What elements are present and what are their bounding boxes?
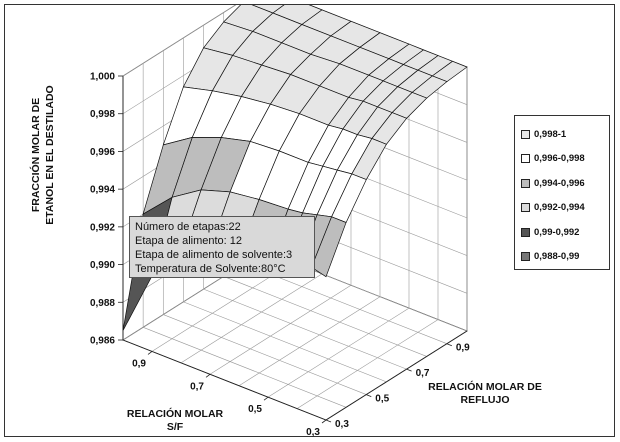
sf-tick-mark [321,419,327,424]
note-line-solvent-stage: Etapa de alimento de solvente:3 [135,249,293,261]
reflux-tick-label: 0,5 [375,394,389,405]
reflux-tick-label: 0,3 [335,419,349,430]
sf-tick-label: 0,7 [190,381,204,392]
legend-item: 0,994-0,996 [521,171,609,196]
sf-tick-mark [147,351,153,355]
y-tick-label: 0,996 [90,147,115,158]
sf-axis-title-line-1: RELACIÓN MOLAR [126,408,224,420]
legend-swatch [521,178,530,188]
legend-swatch [521,252,530,262]
sf-tick-mark [263,396,269,401]
sf-tick-label: 0,3 [306,427,320,438]
note-line-feed-stage: Etapa de alimento: 12 [135,235,243,247]
reflux-tick-mark [366,394,372,397]
parameters-textbox: Número de etapas:22 Etapa de alimento: 1… [129,216,315,278]
legend-item: 0,99-0,992 [521,220,609,245]
legend-swatch [521,129,530,139]
sf-gridline-floor [209,285,352,375]
legend-swatch [521,203,530,213]
sf-axis-title-line-2: S/F [166,421,184,433]
y-tick-label: 0,992 [90,222,115,233]
legend-label: 0,992-0,994 [534,202,585,214]
reflux-tick-label: 0,7 [416,368,430,379]
reflux-gridline-floor [203,288,407,370]
surface-patch [311,216,347,278]
legend-label: 0,99-0,992 [534,226,580,238]
legend-swatch [521,154,530,164]
note-line-stages: Número de etapas:22 [135,221,241,233]
reflux-gridline-floor [143,327,347,408]
sf-gridline-floor [238,296,381,386]
y-tick-label: 0,994 [90,185,115,196]
legend-label: 0,998-1 [534,128,567,140]
chart-frame: 0,986 0,988 0,990 0,992 0,994 0,996 0,998 1,000… [4,4,615,438]
reflux-tick-mark [406,368,412,372]
y-tick-label: 0,988 [90,298,115,309]
legend-item: 0,988-0,99 [521,245,609,270]
legend-label: 0,988-0,99 [534,251,580,263]
reflux-axis-title-line-2: REFLUJO [460,394,510,406]
legend: 0,998-1 0,996-0,998 0,994-0,996 0,992-0,… [514,115,610,270]
y-tick-label: 1,000 [90,72,115,83]
sf-tick-label: 0,9 [132,358,146,369]
sf-gridline-floor [180,273,323,364]
y-tick-label: 0,986 [90,336,115,347]
y-axis-title-line-2: ETANOL EN EL DESTILADO [44,85,56,225]
reflux-tick-mark [325,419,332,423]
legend-label: 0,994-0,996 [534,177,585,189]
reflux-axis-title: RELACIÓN MOLAR DE REFLUJO [425,381,545,407]
legend-item: 0,992-0,994 [521,196,609,221]
sf-gridline-floor [296,319,439,409]
reflux-axis-title-line-1: RELACIÓN MOLAR DE [428,381,542,393]
legend-swatch [521,227,530,237]
sf-axis-line [122,339,327,421]
reflux-axis-line [325,330,468,421]
sf-tick-label: 0,5 [248,404,262,415]
reflux-gridline-floor [183,301,387,383]
y-axis-title: FRACCIÓN MOLAR DE ETANOL EN EL DESTILADO [29,20,65,290]
y-gridline-left [122,5,237,77]
reflux-tick-label: 0,9 [456,343,470,354]
legend-label: 0,996-0,998 [534,153,585,165]
y-tick-label: 0,990 [90,260,115,271]
reflux-gridline-floor [163,314,367,395]
legend-item: 0,998-1 [521,122,609,147]
y-axis-title-line-1: FRACCIÓN MOLAR DE [30,97,42,213]
reflux-gridline-floor [223,276,427,357]
y-tick-label: 0,998 [90,109,115,120]
legend-item: 0,996-0,998 [521,147,609,172]
reflux-tick-mark [446,343,453,347]
sf-gridline-floor [267,307,410,398]
note-line-solvent-temp: Temperatura de Solvente:80°C [135,263,286,275]
sf-tick-mark [205,373,211,378]
sf-axis-title: RELACIÓN MOLAR S/F [105,408,245,434]
